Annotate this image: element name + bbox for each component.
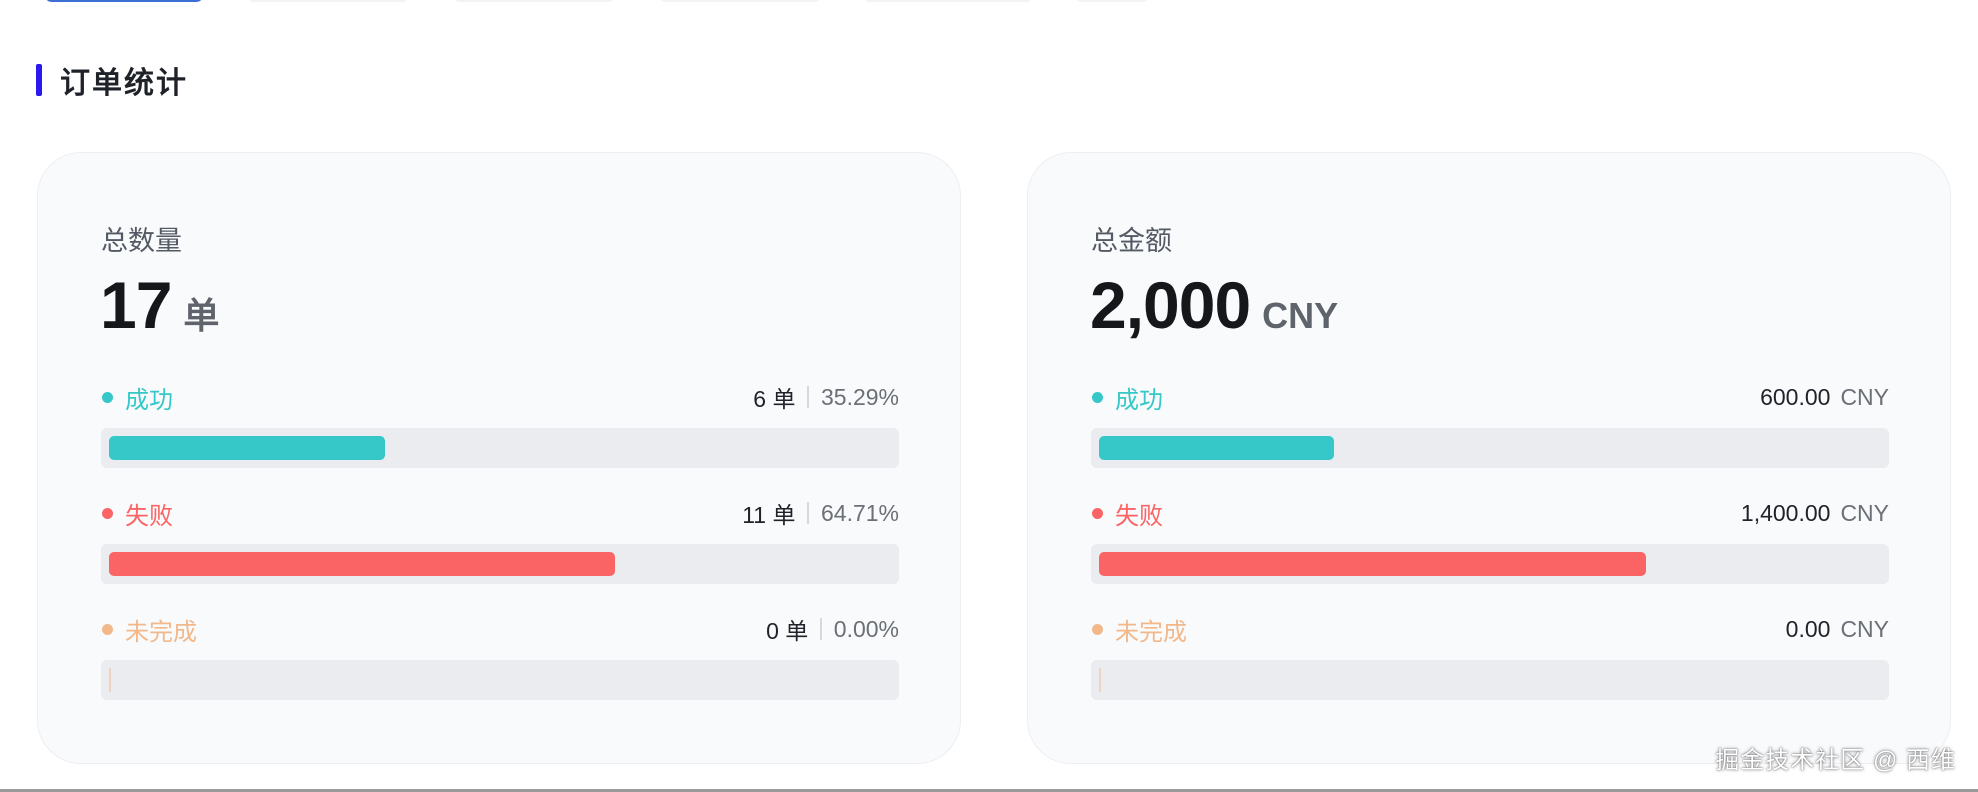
amount-row-success: 成功 600.00 CNY (1091, 380, 1889, 468)
status-label: 未完成 (125, 618, 197, 646)
section-header: 订单统计 (36, 60, 188, 100)
total-count-unit: 单 (183, 295, 220, 336)
progress-fill (109, 552, 615, 576)
status-currency: CNY (1840, 615, 1889, 642)
total-amount-value: 2,000 CNY (1090, 267, 1338, 343)
status-label: 失败 (1115, 502, 1163, 530)
failed-dot-icon (102, 507, 113, 519)
progress-fill (1099, 552, 1646, 576)
progress-fill (1099, 436, 1334, 460)
progress-track (1091, 428, 1889, 468)
status-percent: 0.00% (833, 615, 899, 642)
divider (807, 502, 809, 524)
status-row-failed: 失败 11 单 64.71% (101, 496, 899, 584)
total-amount-unit: CNY (1262, 295, 1339, 336)
total-count-number: 17 (100, 268, 172, 342)
status-currency: CNY (1840, 499, 1889, 526)
status-label: 失败 (125, 502, 173, 530)
success-dot-icon (102, 391, 113, 403)
divider (820, 618, 822, 640)
status-label: 未完成 (1115, 618, 1187, 646)
status-row-success: 成功 6 单 35.29% (101, 380, 899, 468)
status-percent: 35.29% (820, 383, 899, 410)
progress-fill (109, 668, 111, 692)
status-amount: 1,400.00 (1740, 499, 1831, 526)
status-amount: 0.00 (1785, 615, 1831, 642)
amount-row-incomplete: 未完成 0.00 CNY (1091, 612, 1889, 700)
tab-3[interactable] (452, 0, 616, 2)
tab-6[interactable] (1074, 0, 1150, 2)
incomplete-dot-icon (102, 623, 113, 635)
progress-track (101, 660, 899, 700)
watermark: 掘金技术社区 @ 西维 (1715, 747, 1956, 774)
section-accent-bar (36, 64, 42, 96)
status-percent: 64.71% (820, 499, 899, 526)
status-count: 11 单 (742, 502, 796, 528)
progress-track (1091, 544, 1889, 584)
progress-track (1091, 660, 1889, 700)
status-currency: CNY (1840, 383, 1889, 410)
tab-2[interactable] (246, 0, 410, 2)
incomplete-dot-icon (1092, 623, 1103, 635)
total-count-value: 17 单 (100, 267, 219, 343)
status-count: 0 单 (766, 618, 809, 644)
success-dot-icon (1092, 391, 1103, 403)
divider (807, 386, 809, 408)
amount-row-failed: 失败 1,400.00 CNY (1091, 496, 1889, 584)
total-amount-number: 2,000 (1090, 268, 1251, 342)
failed-dot-icon (1092, 507, 1103, 519)
status-row-incomplete: 未完成 0 单 0.00% (101, 612, 899, 700)
progress-fill (1099, 668, 1101, 692)
card-label: 总数量 (101, 226, 182, 256)
total-amount-card: 总金额 2,000 CNY 成功 600.00 CNY 失败 (1027, 152, 1951, 764)
tab-4[interactable] (658, 0, 822, 2)
status-count: 6 单 (753, 386, 796, 412)
section-title: 订单统计 (60, 67, 188, 100)
progress-fill (109, 436, 385, 460)
total-count-card: 总数量 17 单 成功 6 单 35.29% 失败 (37, 152, 961, 764)
card-label: 总金额 (1091, 226, 1172, 256)
status-label: 成功 (1115, 386, 1163, 414)
status-label: 成功 (125, 386, 173, 414)
status-amount: 600.00 (1760, 383, 1831, 410)
bottom-divider (0, 789, 1978, 792)
tab-5[interactable] (862, 0, 1034, 2)
progress-track (101, 428, 899, 468)
tab-active[interactable] (44, 0, 204, 2)
progress-track (101, 544, 899, 584)
